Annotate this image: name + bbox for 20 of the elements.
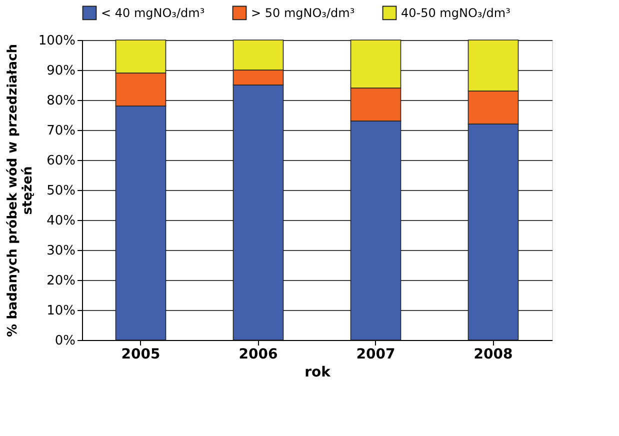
- y-tick-label: 50%: [46, 184, 76, 198]
- x-tick-label: 2005: [121, 346, 160, 362]
- legend-label: > 50 mgNO₃/dm³: [251, 6, 355, 20]
- y-tick-label: 70%: [46, 124, 76, 138]
- y-axis-title: % badanych próbek wód w przedziałach stężeń: [5, 44, 36, 337]
- y-tick-label: 0%: [54, 334, 76, 348]
- y-tick-label: 90%: [46, 64, 76, 78]
- y-tick-label: 80%: [46, 94, 76, 108]
- y-tick-label: 20%: [46, 274, 76, 288]
- legend-label: 40-50 mgNO₃/dm³: [401, 6, 511, 20]
- y-tick-label: 30%: [46, 244, 76, 258]
- x-tick-label: 2006: [238, 346, 278, 362]
- y-tick-label: 10%: [46, 304, 76, 318]
- x-tick-label: 2007: [356, 346, 396, 362]
- y-tick-label: 100%: [38, 34, 76, 48]
- x-tick-label: 2008: [474, 346, 513, 362]
- y-tick-label: 40%: [46, 214, 76, 228]
- legend-label: < 40 mgNO₃/dm³: [101, 6, 205, 20]
- x-axis-title: rok: [304, 364, 332, 380]
- y-tick-label: 60%: [46, 154, 76, 168]
